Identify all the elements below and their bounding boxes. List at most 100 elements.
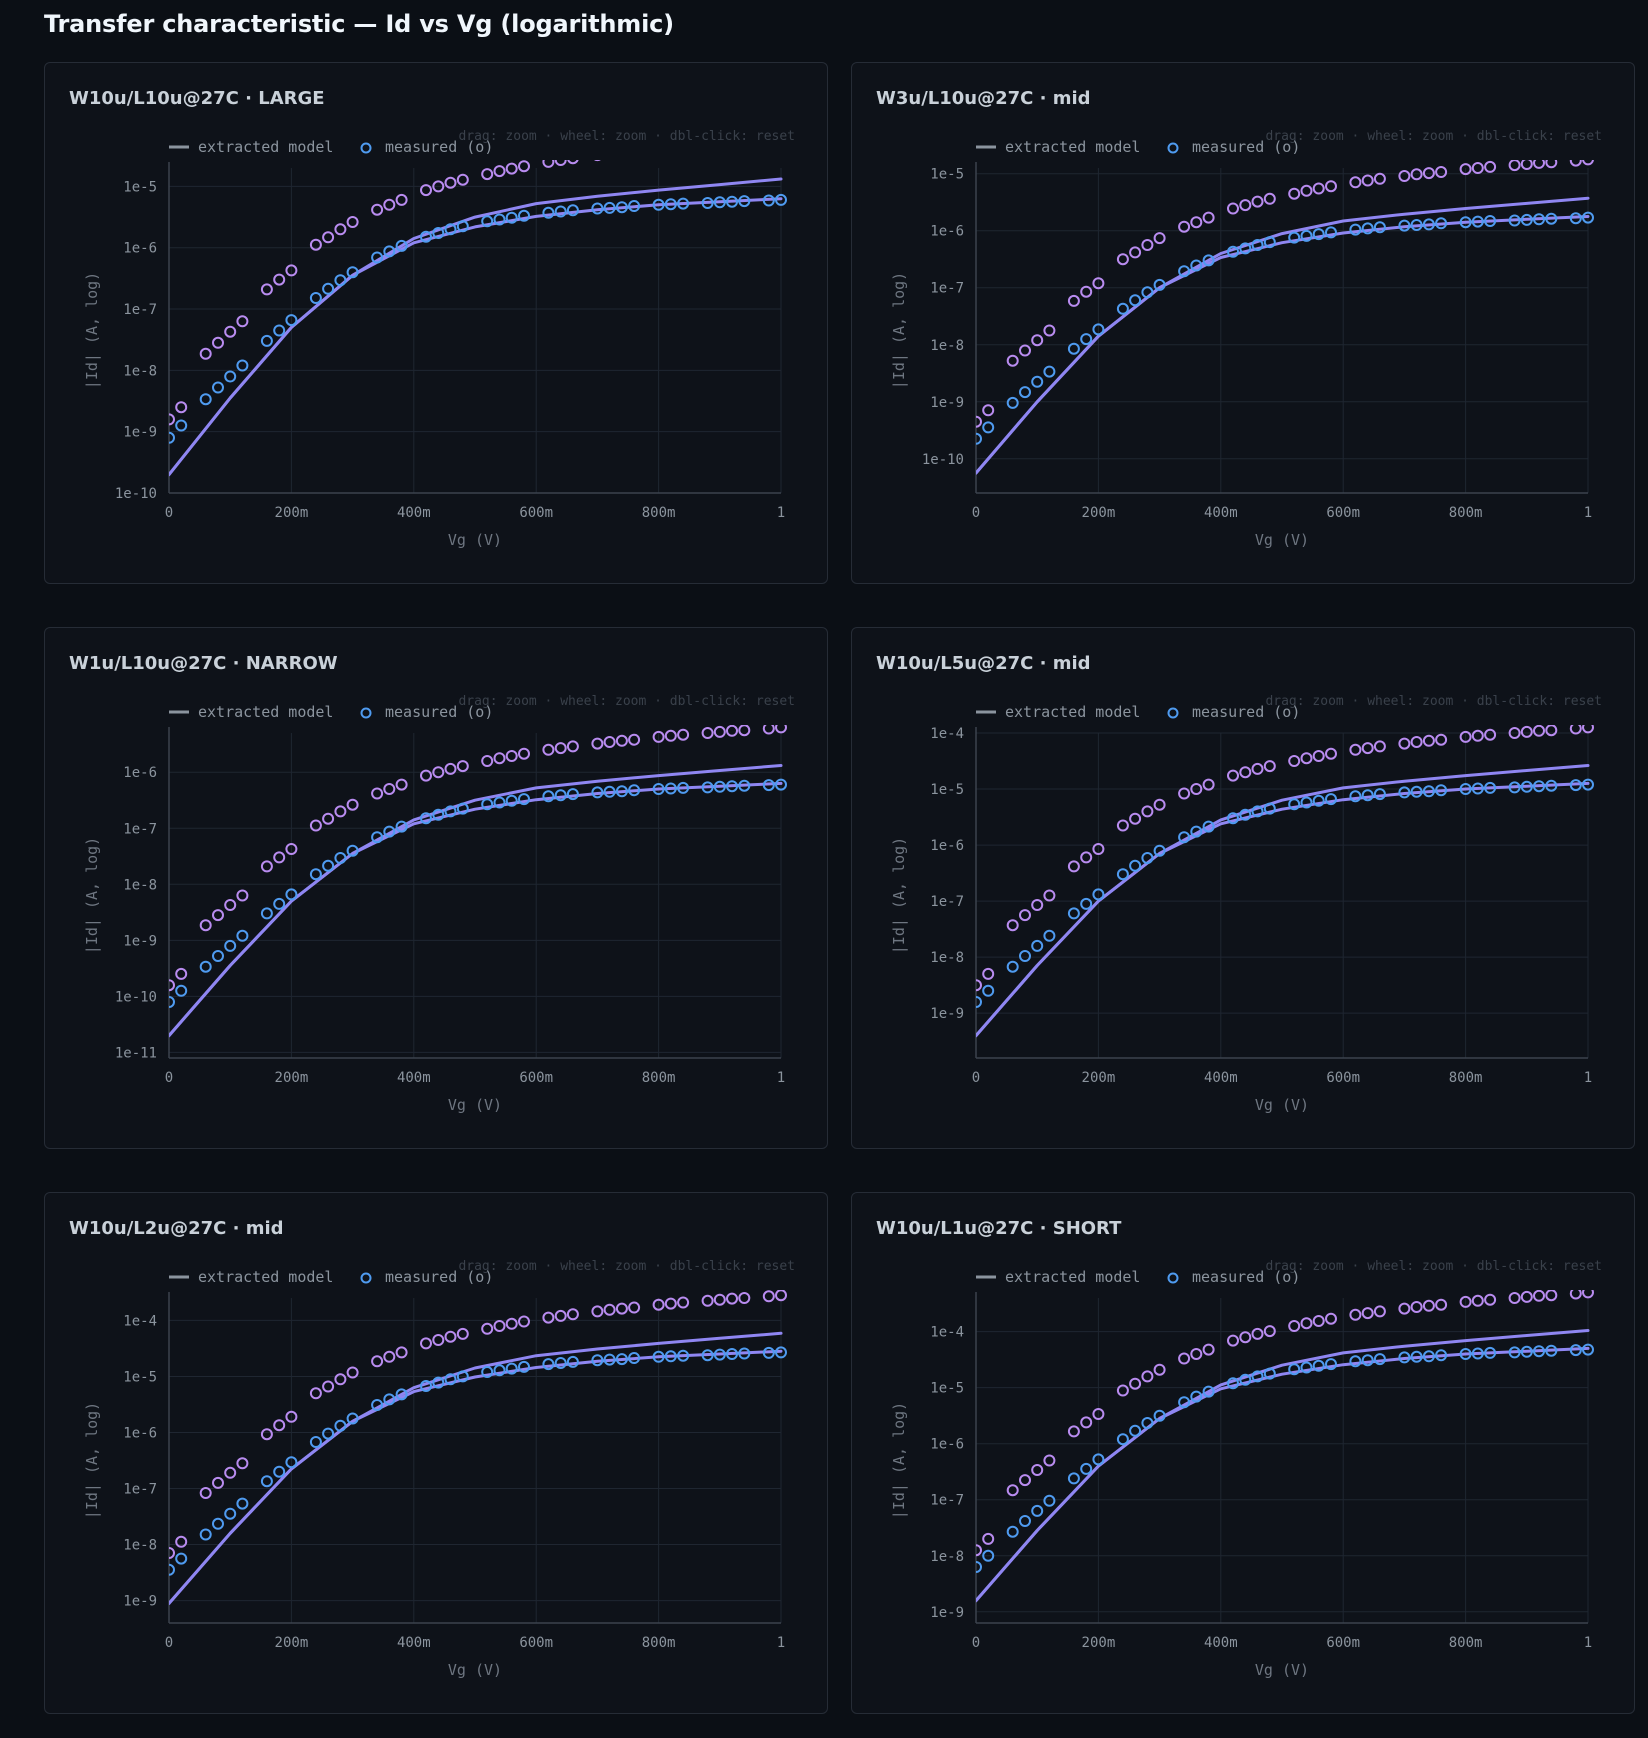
measured-point — [432, 1376, 445, 1389]
x-tick-label: 400m — [397, 1635, 431, 1651]
chart-panel-w1u-l10u[interactable]: W1u/L10u@27C · NARROW drag: zoom · wheel… — [44, 627, 828, 1149]
measured-point — [456, 173, 469, 186]
chart-plot[interactable]: 0 200m 400m 600m 800m 1 1e-9 1e-8 1e-7 1e-6 1e-5 1e… — [852, 1193, 1636, 1715]
measured-point — [395, 778, 408, 791]
measured-point — [1153, 232, 1166, 245]
measured-point — [1263, 802, 1276, 815]
measured-point — [334, 223, 347, 236]
measured-point — [554, 789, 567, 802]
measured-point — [1349, 176, 1362, 189]
measured-point — [1190, 783, 1203, 795]
measured-point — [726, 725, 738, 737]
chart-plot[interactable]: 0 200m 400m 600m 800m 1 1e-9 1e-8 1e-7 1e-6 1e-5 1e… — [45, 1193, 829, 1715]
measured-point — [1043, 365, 1056, 378]
measured-point — [542, 160, 555, 168]
x-tick-label: 400m — [397, 1070, 431, 1086]
measured-point — [224, 1466, 237, 1479]
chart-panel-w3u-l10u[interactable]: W3u/L10u@27C · mid drag: zoom · wheel: z… — [851, 62, 1635, 584]
measured-point — [1227, 202, 1239, 215]
y-tick-label: 1e-9 — [123, 933, 157, 949]
measured-point — [322, 1427, 335, 1440]
chart-panel-w10u-l1u[interactable]: W10u/L1u@27C · SHORT drag: zoom · wheel:… — [851, 1192, 1635, 1714]
measured-point — [1263, 1367, 1276, 1380]
measured-point — [224, 939, 237, 952]
measured-point — [664, 1350, 677, 1363]
measured-point — [982, 1532, 995, 1545]
measured-point — [652, 198, 665, 211]
y-tick-label: 1e-8 — [930, 338, 964, 354]
chart-plot[interactable]: 0 200m 400m 600m 800m 1 1e-10 1e-9 1e-8 1e-7 1e-6 1… — [45, 63, 829, 585]
measured-point — [1471, 215, 1484, 228]
measured-point — [713, 725, 726, 738]
x-tick-label: 0 — [165, 1070, 173, 1086]
chart-panel-w10u-l2u[interactable]: W10u/L2u@27C · mid drag: zoom · wheel: z… — [44, 1192, 828, 1714]
measured-point — [420, 1337, 432, 1350]
y-tick-label: 1e-10 — [922, 452, 964, 468]
measured-point — [1263, 1325, 1276, 1338]
chart-plot[interactable]: 0 200m 400m 600m 800m 1 1e-9 1e-8 1e-7 1e-6 1e-5 1e… — [852, 628, 1636, 1150]
measured-point — [444, 1330, 457, 1343]
measured-point — [666, 142, 676, 152]
measured-point — [628, 733, 641, 746]
measured-point — [1361, 174, 1374, 187]
x-axis-title: Vg (V) — [1255, 531, 1309, 549]
legend-measured-swatch — [1167, 1272, 1179, 1284]
measured-point — [1471, 782, 1484, 795]
plot-area — [976, 725, 1594, 1038]
measured-point — [1116, 302, 1129, 315]
measured-point — [260, 334, 273, 347]
measured-point — [1239, 1373, 1252, 1386]
x-tick-label: 200m — [1082, 505, 1116, 521]
measured-point — [1520, 725, 1533, 738]
measured-point — [1006, 354, 1019, 367]
chart-title: W1u/L10u@27C · NARROW — [69, 653, 338, 674]
measured-point — [1582, 1290, 1594, 1299]
measured-point — [677, 781, 690, 794]
measured-point — [1398, 737, 1411, 750]
measured-point — [1202, 778, 1215, 791]
measured-point — [1080, 285, 1093, 298]
measured-point — [701, 1349, 714, 1362]
measured-point — [456, 1370, 469, 1383]
y-tick-label: 1e-5 — [930, 782, 964, 798]
measured-point — [1288, 1363, 1301, 1376]
measured-point — [1422, 167, 1435, 180]
chart-plot[interactable]: 0 200m 400m 600m 800m 1 1e-10 1e-9 1e-8 1e-7 1e-6 1… — [852, 63, 1636, 585]
x-axis-title: Vg (V) — [448, 531, 502, 549]
measured-point — [1459, 163, 1472, 176]
chart-panel-w10u-l10u[interactable]: W10u/L10u@27C · LARGE drag: zoom · wheel… — [44, 62, 828, 584]
chart-title: W10u/L5u@27C · mid — [876, 653, 1091, 674]
measured-point — [617, 147, 627, 157]
measured-point — [285, 1456, 298, 1469]
measured-point — [1312, 794, 1325, 807]
chart-plot[interactable]: 0 200m 400m 600m 800m 1 1e-11 1e-10 1e-9 1e-8 1e-7… — [45, 628, 829, 1150]
measured-point — [493, 1364, 506, 1377]
measured-point — [334, 852, 347, 864]
measured-point — [1373, 1353, 1386, 1366]
measured-point — [334, 1373, 347, 1386]
measured-point — [1545, 725, 1558, 737]
measured-point — [1471, 729, 1484, 742]
y-tick-label: 1e-5 — [123, 179, 157, 195]
measured-point — [1239, 766, 1252, 779]
measured-point — [309, 868, 322, 881]
measured-point — [1410, 1350, 1423, 1363]
measured-point — [1031, 375, 1044, 388]
measured-point — [481, 755, 494, 767]
measured-point — [175, 984, 188, 997]
measured-point — [701, 727, 714, 739]
measured-point — [383, 245, 396, 258]
measured-point — [1019, 909, 1031, 922]
measured-point — [505, 750, 518, 762]
measured-point — [1312, 1315, 1325, 1327]
measured-point — [1312, 750, 1325, 762]
x-tick-label: 200m — [275, 1070, 309, 1086]
measured-point — [762, 725, 775, 735]
measured-point — [1459, 1295, 1472, 1308]
legend-measured-swatch — [360, 142, 372, 154]
chart-panel-w10u-l5u[interactable]: W10u/L5u@27C · mid drag: zoom · wheel: z… — [851, 627, 1635, 1149]
measured-point — [169, 413, 175, 426]
measured-point — [1141, 805, 1154, 818]
measured-point — [432, 766, 445, 779]
measured-point — [1153, 1409, 1166, 1422]
